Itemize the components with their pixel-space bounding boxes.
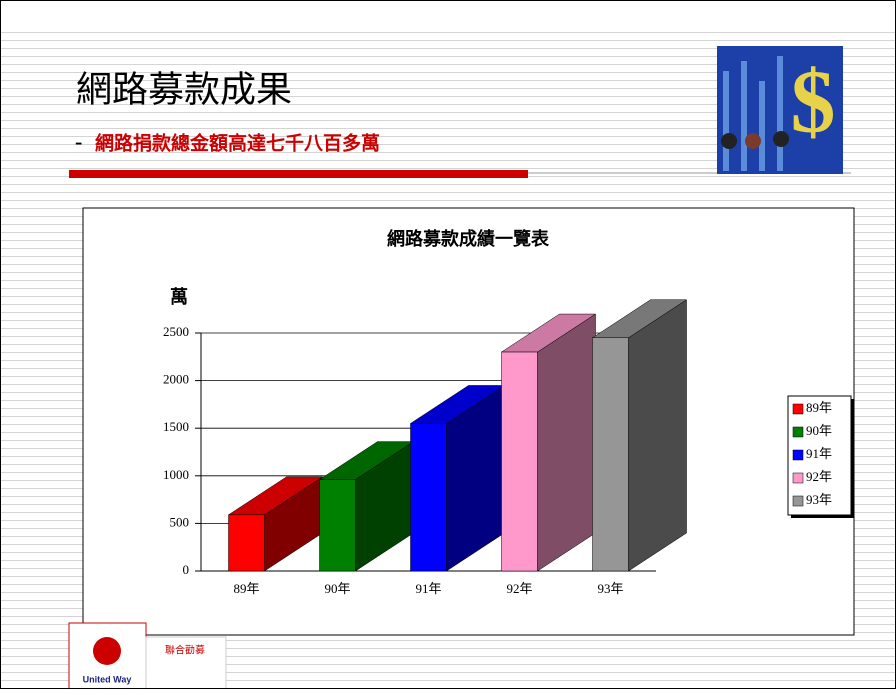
x-tick-label: 93年: [597, 581, 623, 596]
y-tick-label: 2500: [163, 324, 189, 339]
subtitle-dash: -: [75, 129, 82, 154]
logo: United Way 聯合勸募: [68, 622, 227, 690]
y-axis-label: 萬: [170, 287, 188, 307]
bar-side: [537, 313, 596, 572]
y-tick-label: 500: [170, 514, 190, 529]
y-tick-label: 1000: [163, 467, 189, 482]
bar: [501, 351, 538, 572]
legend-swatch: [792, 495, 804, 507]
clipart: $: [717, 46, 843, 174]
bar: [228, 514, 265, 572]
legend-swatch: [792, 426, 804, 438]
title-underline: [69, 170, 528, 178]
subtitle: 網路捐款總金額高達七千八百多萬: [95, 131, 380, 154]
legend-label: 93年: [806, 492, 832, 507]
x-tick-label: 92年: [506, 581, 532, 596]
chart-title: 網路募款成績一覽表: [387, 228, 550, 249]
x-tick-label: 90年: [324, 581, 350, 596]
plot: 0 500 1000 1500 2000 2500 89年 90年 91年 92年 93年 89年 90…: [163, 299, 854, 596]
legend-swatch: [792, 449, 804, 461]
x-tick-label: 91年: [415, 581, 441, 596]
top-band: [1, 1, 895, 31]
y-tick-label: 0: [183, 562, 190, 577]
legend-swatch: [792, 403, 804, 415]
bar: [410, 423, 447, 572]
legend-label: 92年: [806, 469, 832, 484]
legend-label: 91年: [806, 446, 832, 461]
slide-title: 網路募款成果: [76, 69, 292, 109]
x-tick-label: 89年: [233, 581, 259, 596]
y-tick-label: 1500: [163, 419, 189, 434]
bar: [319, 479, 356, 572]
y-tick-label: 2000: [163, 372, 189, 387]
logo-text: United Way: [83, 674, 132, 684]
logo-text: 聯合勸募: [165, 643, 205, 656]
legend-swatch: [792, 472, 804, 484]
legend-label: 89年: [806, 400, 832, 415]
legend-label: 90年: [806, 423, 832, 438]
svg-text:$: $: [791, 53, 836, 152]
bar-side: [628, 299, 687, 572]
bar: [592, 337, 629, 572]
